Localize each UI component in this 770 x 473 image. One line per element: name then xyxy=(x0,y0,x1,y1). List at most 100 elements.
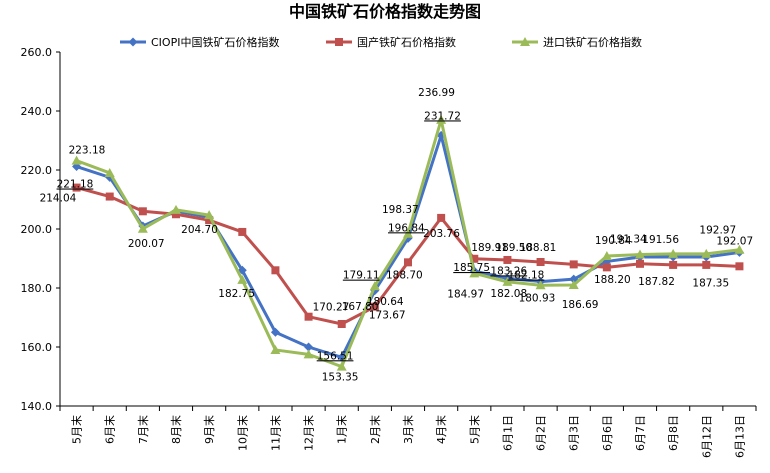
x-tick-label: 5月末 xyxy=(467,415,481,444)
data-label: 183.26 xyxy=(490,265,527,277)
y-tick-label: 200.0 xyxy=(21,223,53,236)
x-tick-label-group: 6月7日 xyxy=(634,415,647,451)
legend-marker xyxy=(335,38,343,46)
data-point xyxy=(270,344,281,354)
x-tick-label: 6月13日 xyxy=(733,415,746,458)
data-point xyxy=(138,207,147,216)
data-point xyxy=(669,260,678,269)
x-tick-label: 6月3日 xyxy=(568,415,581,451)
data-point xyxy=(569,260,578,269)
x-tick-label: 7月末 xyxy=(136,415,150,444)
data-label: 236.99 xyxy=(418,87,455,99)
data-point xyxy=(535,280,546,290)
data-point xyxy=(702,260,711,269)
data-label: 190.84 xyxy=(595,235,632,247)
data-label: 182.08 xyxy=(490,288,527,300)
data-point xyxy=(502,276,513,286)
x-tick-label: 6月8日 xyxy=(667,415,680,451)
data-point xyxy=(303,349,314,359)
x-tick-label: 5月末 xyxy=(70,415,84,444)
x-tick-label: 6月1日 xyxy=(501,415,514,451)
data-label: 185.75 xyxy=(453,262,490,274)
y-tick-label: 220.0 xyxy=(21,164,53,177)
data-label: 186.69 xyxy=(562,299,599,311)
data-label: 187.82 xyxy=(638,276,675,288)
data-point xyxy=(602,263,611,272)
data-label: 200.07 xyxy=(128,238,165,250)
x-tick-label: 10月末 xyxy=(235,415,249,451)
data-point xyxy=(304,342,314,352)
data-label: 203.76 xyxy=(423,228,460,240)
legend-label: 进口铁矿石价格指数 xyxy=(543,35,642,49)
x-tick-label-group: 5月末 xyxy=(70,415,84,444)
data-point xyxy=(403,228,413,238)
data-point xyxy=(105,192,114,201)
data-point xyxy=(238,227,247,236)
data-point xyxy=(404,258,412,267)
x-tick-label-group: 9月末 xyxy=(202,415,216,444)
x-tick-label-group: 4月末 xyxy=(434,415,448,444)
x-tick-label-group: 6月12日 xyxy=(700,415,713,458)
data-label: 180.93 xyxy=(519,292,556,304)
data-label: 156.51 xyxy=(317,350,354,362)
axes: 140.0 160.0 180.0 200.0 220.0 240.0 260.0 5月末 6月… xyxy=(21,46,757,458)
data-point xyxy=(369,281,380,291)
data-label: 179.11 xyxy=(343,270,380,282)
x-tick-label-group: 5月末 xyxy=(467,415,481,444)
data-label: 180.64 xyxy=(367,296,404,308)
x-tick-label: 1月末 xyxy=(335,415,349,444)
x-tick-label-group: 1月末 xyxy=(335,415,349,444)
data-label: 214.04 xyxy=(40,193,77,205)
data-point xyxy=(735,262,744,271)
data-label: 192.97 xyxy=(699,225,736,237)
legend-marker xyxy=(128,37,138,47)
data-label: 198.37 xyxy=(382,204,419,216)
data-point xyxy=(701,248,712,258)
x-tick-label: 2月末 xyxy=(368,415,382,444)
data-label: 153.35 xyxy=(322,372,359,384)
legend-label: 国产铁矿石价格指数 xyxy=(357,35,456,49)
data-label: 196.84 xyxy=(388,222,425,234)
data-labels: 223.18 221.18 214.04 200.07 204.70 182.75 170.… xyxy=(40,87,754,384)
data-label: 191.56 xyxy=(642,234,679,246)
data-point xyxy=(734,244,745,254)
series-line xyxy=(76,133,740,359)
data-label: 188.20 xyxy=(594,274,631,286)
data-point xyxy=(503,255,512,264)
x-tick-label: 4月末 xyxy=(434,415,448,444)
series-diamond-group xyxy=(72,130,744,362)
data-label: 188.70 xyxy=(386,269,423,281)
data-point xyxy=(104,167,115,177)
data-point xyxy=(536,258,545,267)
x-tick-label-group: 8月末 xyxy=(169,415,183,444)
data-point xyxy=(137,223,148,233)
data-point xyxy=(370,302,379,311)
x-tick-label: 6月6日 xyxy=(601,415,614,451)
x-tick-label: 8月末 xyxy=(169,415,183,444)
data-point xyxy=(204,210,215,220)
data-point xyxy=(636,259,644,268)
data-point xyxy=(237,274,248,284)
data-point xyxy=(271,266,280,275)
data-point xyxy=(336,361,347,371)
data-point xyxy=(270,327,280,337)
data-label: 223.18 xyxy=(69,145,106,157)
data-point xyxy=(337,319,346,328)
x-tick-label-group: 6月8日 xyxy=(667,415,680,451)
data-point xyxy=(568,280,579,290)
y-tick-label: 180.0 xyxy=(21,282,53,295)
x-tick-label-group: 7月末 xyxy=(136,415,150,444)
data-point xyxy=(601,251,612,261)
series-square-group xyxy=(72,183,744,328)
data-label: 182.75 xyxy=(218,288,255,300)
data-label: 189.50 xyxy=(495,242,532,254)
series-triangle-group xyxy=(71,114,745,371)
data-point xyxy=(304,312,313,321)
data-label: 191.34 xyxy=(610,234,647,246)
x-tick-label: 6月12日 xyxy=(700,415,713,458)
data-label: 192.07 xyxy=(716,235,753,247)
data-point xyxy=(172,210,180,219)
data-label: 187.35 xyxy=(692,277,729,289)
data-point xyxy=(71,155,82,165)
